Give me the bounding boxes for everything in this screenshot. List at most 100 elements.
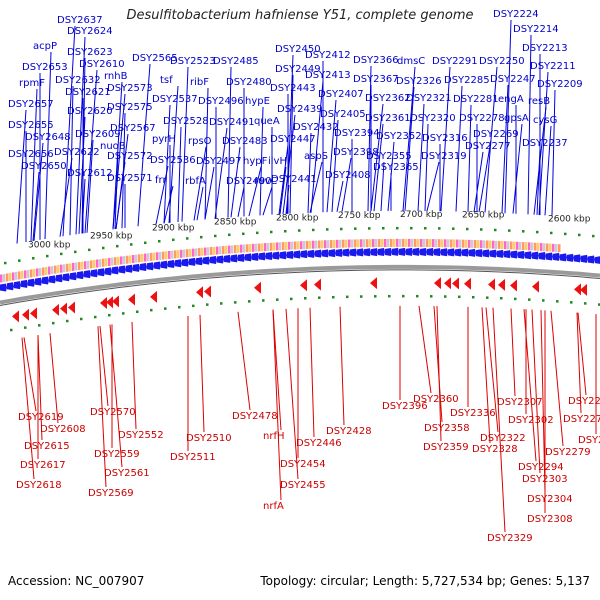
reverse-gene-label[interactable]: DSY2618 bbox=[16, 480, 62, 491]
forward-gene-label[interactable]: DSY2496 bbox=[198, 96, 244, 107]
forward-gene-label[interactable]: rnhB bbox=[104, 71, 128, 82]
reverse-gene-label[interactable]: DSY2569 bbox=[88, 488, 134, 499]
forward-gene-label[interactable]: nuoB bbox=[100, 141, 126, 152]
reverse-gene-label[interactable]: DSY2336 bbox=[450, 408, 496, 419]
forward-gene-label[interactable]: cysG bbox=[533, 115, 557, 126]
reverse-gene-label[interactable]: DSY2511 bbox=[170, 452, 216, 463]
reverse-gene-label[interactable]: DSY2454 bbox=[280, 459, 326, 470]
forward-gene-label[interactable]: DSY2490 bbox=[226, 176, 272, 187]
forward-gene-label[interactable]: DSY2623 bbox=[67, 47, 113, 58]
forward-gene-label[interactable]: DSY2407 bbox=[318, 89, 364, 100]
forward-gene-label[interactable]: DSY2237 bbox=[522, 138, 568, 149]
forward-gene-label[interactable]: DSY2365 bbox=[373, 162, 419, 173]
forward-gene-label[interactable]: aspS bbox=[304, 151, 328, 162]
reverse-gene-label[interactable]: DSY2307 bbox=[497, 397, 543, 408]
reverse-gene-label[interactable]: DSY2308 bbox=[527, 514, 573, 525]
forward-gene-label[interactable]: DSY2572 bbox=[107, 151, 153, 162]
forward-gene-label[interactable]: DSY2523 bbox=[170, 56, 216, 67]
reverse-gene-label[interactable]: DSY2396 bbox=[382, 401, 428, 412]
forward-gene-label[interactable]: DSY2355 bbox=[366, 151, 412, 162]
forward-gene-label[interactable]: DSY2657 bbox=[8, 99, 54, 110]
forward-gene-label[interactable]: gpsA bbox=[504, 113, 529, 124]
forward-gene-label[interactable]: DSY2485 bbox=[213, 56, 259, 67]
forward-gene-label[interactable]: queA bbox=[254, 116, 280, 127]
forward-gene-label[interactable]: DSY2211 bbox=[530, 61, 576, 72]
reverse-gene-label[interactable]: DSY2303 bbox=[522, 474, 568, 485]
forward-gene-label[interactable]: DSY2637 bbox=[57, 15, 103, 26]
forward-gene-label[interactable]: DSY2316 bbox=[422, 133, 468, 144]
forward-gene-label[interactable]: pyrH bbox=[152, 134, 176, 145]
forward-gene-label[interactable]: DSY2269 bbox=[473, 129, 519, 140]
reverse-gene-label[interactable]: DSY2559 bbox=[94, 449, 140, 460]
forward-gene-label[interactable]: DSY2319 bbox=[421, 151, 467, 162]
forward-gene-label[interactable]: DSY2447 bbox=[270, 134, 316, 145]
forward-gene-label[interactable]: DSY2480 bbox=[226, 77, 272, 88]
reverse-gene-label[interactable]: DSY2329 bbox=[487, 533, 533, 544]
reverse-gene-label[interactable]: DSY2294 bbox=[518, 462, 564, 473]
forward-gene-label[interactable]: DSY2405 bbox=[320, 109, 366, 120]
forward-gene-label[interactable]: DSY2620 bbox=[67, 106, 113, 117]
forward-gene-label[interactable]: DSY2491 bbox=[209, 117, 255, 128]
forward-gene-label[interactable]: DSY2449 bbox=[275, 64, 321, 75]
forward-gene-label[interactable]: DSY2321 bbox=[406, 93, 452, 104]
forward-gene-label[interactable]: DSY2408 bbox=[325, 170, 371, 181]
reverse-gene-label[interactable]: nrfA bbox=[263, 501, 284, 512]
forward-gene-label[interactable]: DSY2277 bbox=[465, 141, 511, 152]
forward-gene-label[interactable]: DSY2609 bbox=[75, 129, 121, 140]
forward-gene-label[interactable]: DSY2413 bbox=[305, 70, 351, 81]
reverse-gene-label[interactable]: DSY2446 bbox=[296, 438, 342, 449]
reverse-gene-label[interactable]: DSY2279 bbox=[545, 447, 591, 458]
forward-gene-label[interactable]: DSY2567 bbox=[110, 123, 156, 134]
forward-gene-label[interactable]: DSY2655 bbox=[8, 120, 54, 131]
reverse-gene-label[interactable]: DSY2270 bbox=[568, 396, 600, 407]
forward-gene-label[interactable]: DSY2528 bbox=[163, 116, 209, 127]
forward-gene-label[interactable]: DSY2622 bbox=[54, 147, 100, 158]
reverse-gene-label[interactable]: DSY2271 bbox=[563, 414, 600, 425]
forward-gene-label[interactable]: DSY2565 bbox=[132, 53, 178, 64]
forward-gene-label[interactable]: DSY2326 bbox=[396, 76, 442, 87]
forward-gene-label[interactable]: DSY2573 bbox=[107, 83, 153, 94]
forward-gene-label[interactable]: DSY2213 bbox=[522, 43, 568, 54]
forward-gene-label[interactable]: DSY2632 bbox=[55, 75, 101, 86]
forward-gene-label[interactable]: ribF bbox=[190, 77, 209, 88]
forward-gene-label[interactable]: DSY2394 bbox=[334, 128, 380, 139]
forward-gene-label[interactable]: rbfA bbox=[185, 176, 206, 187]
reverse-gene-label[interactable]: DSY2619 bbox=[18, 412, 64, 423]
reverse-gene-label[interactable]: DSY2561 bbox=[104, 468, 150, 479]
forward-gene-label[interactable]: DSY2214 bbox=[513, 24, 559, 35]
reverse-gene-label[interactable]: DSY2328 bbox=[472, 444, 518, 455]
reverse-gene-label[interactable]: DSY2510 bbox=[186, 433, 232, 444]
forward-gene-label[interactable]: DSY2432 bbox=[293, 122, 339, 133]
forward-gene-label[interactable]: DSY2536 bbox=[150, 155, 196, 166]
forward-gene-label[interactable]: DSY2285 bbox=[444, 75, 490, 86]
forward-gene-label[interactable]: DSY2450 bbox=[275, 44, 321, 55]
reverse-gene-label[interactable]: DSY2608 bbox=[40, 424, 86, 435]
reverse-gene-label[interactable]: DSY2570 bbox=[90, 407, 136, 418]
reverse-gene-label[interactable]: DSY2478 bbox=[232, 411, 278, 422]
forward-gene-label[interactable]: DSY2443 bbox=[270, 83, 316, 94]
reverse-gene-label[interactable]: DSY2360 bbox=[413, 394, 459, 405]
forward-gene-label[interactable]: DSY2250 bbox=[479, 56, 525, 67]
forward-gene-label[interactable]: ilvH bbox=[268, 156, 287, 167]
forward-gene-label[interactable]: DSY2291 bbox=[432, 56, 478, 67]
forward-gene-label[interactable]: tsf bbox=[160, 75, 173, 86]
forward-gene-label[interactable]: hypF bbox=[243, 156, 268, 167]
forward-gene-label[interactable]: DSY2656 bbox=[8, 149, 54, 160]
forward-gene-label[interactable]: acpP bbox=[33, 41, 57, 52]
reverse-gene-label[interactable]: DSY2272 bbox=[578, 435, 600, 446]
forward-gene-label[interactable]: DSY2497 bbox=[196, 156, 242, 167]
reverse-gene-label[interactable]: DSY2304 bbox=[527, 494, 573, 505]
forward-gene-label[interactable]: DSY2648 bbox=[25, 132, 71, 143]
forward-gene-label[interactable]: hypE bbox=[245, 96, 270, 107]
forward-gene-label[interactable]: DSY2367 bbox=[353, 74, 399, 85]
forward-gene-label[interactable]: DSY2352 bbox=[376, 131, 422, 142]
forward-gene-label[interactable]: DSY2439 bbox=[277, 104, 323, 115]
reverse-gene-label[interactable]: DSY2617 bbox=[20, 460, 66, 471]
forward-gene-label[interactable]: DSY2320 bbox=[410, 113, 456, 124]
forward-gene-label[interactable]: DSY2610 bbox=[79, 59, 125, 70]
forward-gene-label[interactable]: DSY2624 bbox=[67, 26, 113, 37]
forward-gene-label[interactable]: DSY2441 bbox=[271, 174, 317, 185]
forward-gene-label[interactable]: DSY2537 bbox=[152, 94, 198, 105]
reverse-gene-label[interactable]: DSY2359 bbox=[423, 442, 469, 453]
forward-gene-label[interactable]: rpsO bbox=[188, 136, 212, 147]
